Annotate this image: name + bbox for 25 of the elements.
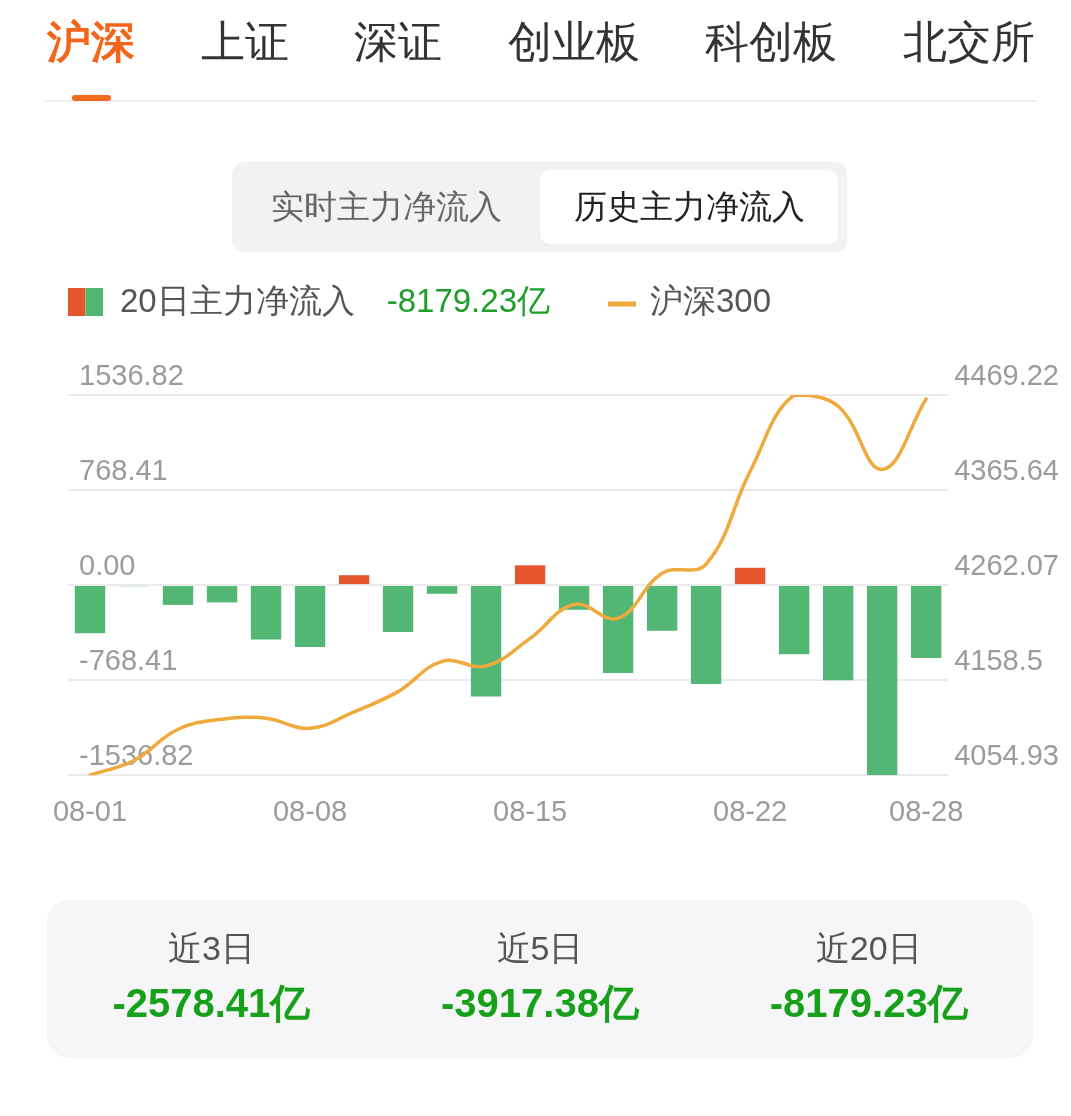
x-tick-label: 08-08 xyxy=(272,794,348,827)
y-tick-label: -768.41 xyxy=(79,644,178,677)
text: -8179.23亿 xyxy=(386,282,550,320)
y2-tick-label: 4054.93 xyxy=(954,739,1059,772)
text: 北交所 xyxy=(902,16,1035,68)
summary-card: 近3日 -2578.41亿 近5日 -3917.38亿 近20日 -8179.23亿 xyxy=(47,900,1033,1058)
y2-tick-label: 4262.07 xyxy=(954,549,1059,582)
text: 创业板 xyxy=(507,16,640,68)
y2-tick-label: 4469.22 xyxy=(954,359,1059,391)
text: 科创板 xyxy=(705,16,838,68)
y-tick-label: 0.00 xyxy=(79,549,136,582)
y-tick-label: 768.41 xyxy=(79,454,168,487)
legend-label: 沪深300 xyxy=(649,282,772,320)
y2-tick-label: 4158.5 xyxy=(954,644,1043,677)
x-tick-label: 08-01 xyxy=(52,794,128,827)
segmented-control: 实时主力净流入 历史主力净流入 xyxy=(232,162,847,252)
x-tick-label: 08-28 xyxy=(889,794,964,827)
x-tick-label: 08-15 xyxy=(493,794,568,827)
text: 深证 xyxy=(354,16,443,68)
y2-tick-label: 4365.64 xyxy=(954,454,1059,487)
text: 上证 xyxy=(200,16,289,68)
legend-label: 20日主力净流入 xyxy=(120,282,355,320)
text: 沪深 xyxy=(47,16,135,68)
x-tick-label: 08-22 xyxy=(713,794,788,827)
y-tick-label: 1536.82 xyxy=(79,359,184,391)
